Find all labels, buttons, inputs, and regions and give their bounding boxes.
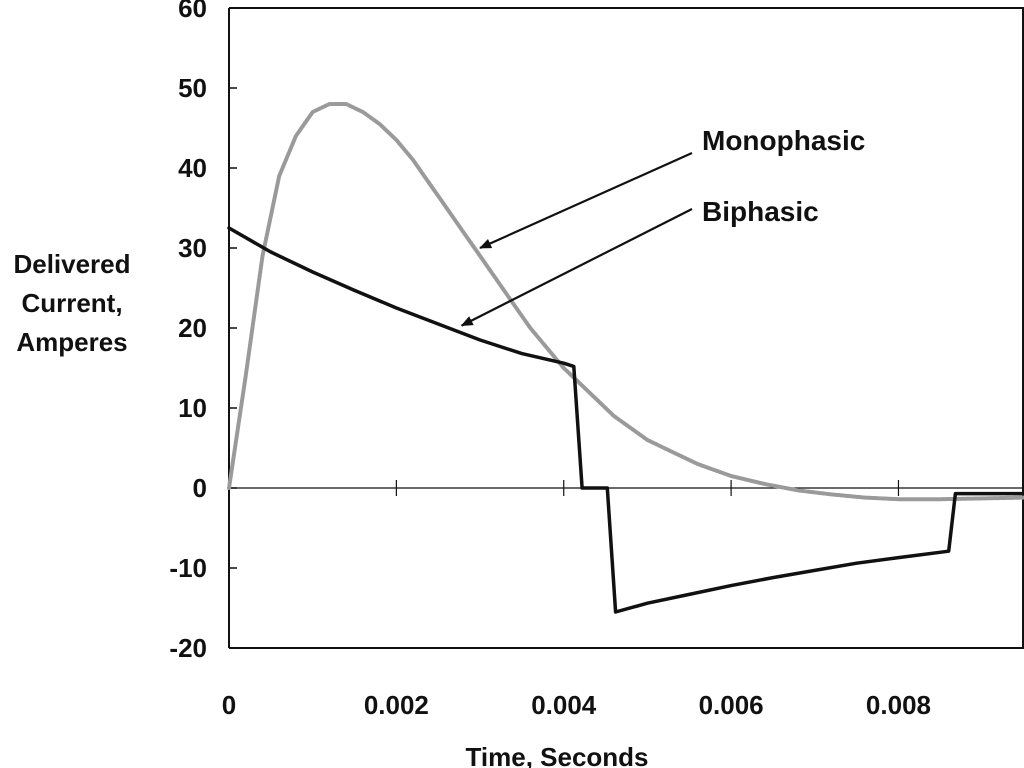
y-tick-label: 60 <box>178 0 207 23</box>
x-tick-label: 0.006 <box>699 690 764 720</box>
annotation-arrow-biphasic <box>460 208 693 327</box>
annotation-layer: Monophasic Biphasic <box>460 125 865 327</box>
annotation-arrow-monophasic <box>479 151 693 250</box>
x-tick-label: 0.002 <box>364 690 429 720</box>
y-tick-label: -20 <box>169 633 207 663</box>
x-tick-label: 0 <box>222 690 236 720</box>
series-layer <box>227 102 1024 614</box>
y-tick-label: 30 <box>178 233 207 263</box>
y-axis-title-line: Amperes <box>16 327 127 357</box>
axis-labels-layer: -20 -10 0 10 20 30 40 50 60 0 0.002 0.004 0.006 0.008… <box>13 0 931 768</box>
x-axis-title: Time, Seconds <box>465 742 648 768</box>
x-tick-label: 0.004 <box>531 690 597 720</box>
y-tick-label: 20 <box>178 313 207 343</box>
y-tick-label: 50 <box>178 73 207 103</box>
y-axis-title-line: Delivered <box>13 249 130 279</box>
annotation-label-monophasic: Monophasic <box>702 125 865 156</box>
y-tick-label: 10 <box>178 393 207 423</box>
y-tick-label: -10 <box>169 553 207 583</box>
series-line-monophasic <box>227 102 1024 502</box>
x-tick-label: 0.008 <box>866 690 931 720</box>
axes-layer <box>228 7 1024 649</box>
y-axis-title-line: Current, <box>21 288 122 318</box>
series-line-biphasic <box>227 226 1024 614</box>
annotation-label-biphasic: Biphasic <box>702 196 819 227</box>
y-tick-label: 0 <box>193 473 207 503</box>
y-tick-label: 40 <box>178 153 207 183</box>
